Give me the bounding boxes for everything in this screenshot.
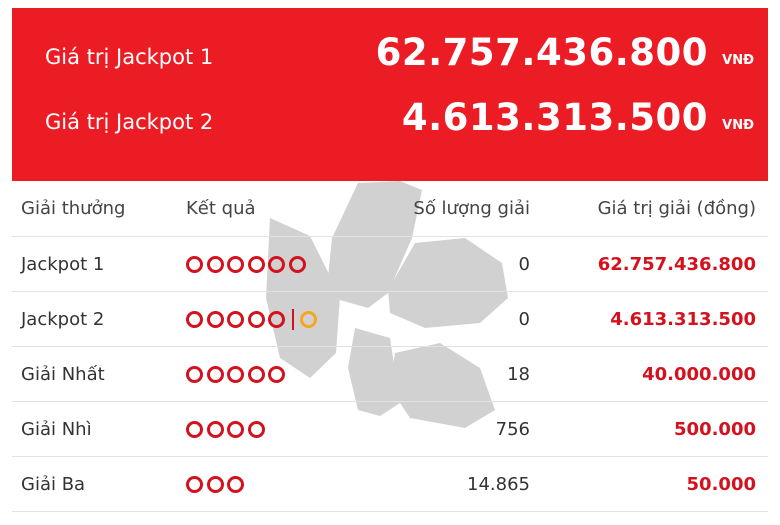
header-count: Số lượng giải	[413, 198, 530, 219]
result-ball-icon	[268, 255, 285, 273]
result-balls	[186, 457, 244, 511]
table-row: Jackpot 1 0 62.757.436.800	[12, 237, 768, 292]
winner-count: 18	[507, 363, 530, 385]
prize-value: 40.000.000	[642, 363, 756, 385]
prize-name: Giải Nhất	[21, 363, 105, 385]
header-prize: Giải thưởng	[21, 198, 126, 219]
prize-name: Jackpot 1	[21, 253, 105, 275]
table-row: Giải Ba 14.865 50.000	[12, 457, 768, 512]
jackpot-1-value: 62.757.436.800	[375, 31, 708, 74]
bonus-separator	[291, 308, 294, 330]
result-ball-icon	[288, 255, 306, 273]
header-value: Giá trị giải (đồng)	[597, 198, 756, 219]
prize-value: 50.000	[686, 473, 756, 495]
jackpot-banner: Giá trị Jackpot 1 62.757.436.800 VNĐ Giá…	[12, 8, 768, 181]
result-ball-icon	[186, 420, 203, 438]
table-header: Giải thưởng Kết quả Số lượng giải Giá tr…	[12, 181, 768, 237]
jackpot-2-unit: VNĐ	[722, 118, 754, 133]
table-row: Giải Nhì 756 500.000	[12, 402, 768, 457]
results-table: Giải thưởng Kết quả Số lượng giải Giá tr…	[12, 181, 768, 512]
result-ball-icon	[268, 365, 285, 383]
jackpot-1-label: Giá trị Jackpot 1	[45, 45, 214, 69]
table-row: Jackpot 2 0 4.613.313.500	[12, 292, 768, 347]
result-ball-icon	[186, 475, 203, 493]
bonus-ball-icon	[300, 310, 317, 328]
result-ball-icon	[186, 255, 203, 273]
result-ball-icon	[227, 255, 244, 273]
result-ball-icon	[227, 420, 244, 438]
result-ball-icon	[206, 310, 224, 328]
jackpot-2-row: Giá trị Jackpot 2 4.613.313.500 VNĐ	[12, 96, 768, 156]
logo-watermark-icon	[266, 181, 508, 428]
winner-count: 756	[495, 418, 530, 440]
prize-value: 500.000	[674, 418, 756, 440]
winner-count: 0	[518, 308, 530, 330]
result-balls	[186, 347, 285, 401]
result-ball-icon	[206, 365, 224, 383]
winner-count: 14.865	[467, 473, 530, 495]
result-ball-icon	[227, 365, 244, 383]
result-balls	[186, 237, 306, 291]
result-ball-icon	[247, 420, 265, 438]
prize-name: Giải Ba	[21, 473, 86, 495]
result-ball-icon	[247, 255, 265, 273]
result-ball-icon	[186, 310, 203, 328]
result-balls	[186, 292, 317, 346]
result-ball-icon	[268, 310, 285, 328]
result-balls	[186, 402, 265, 456]
result-ball-icon	[206, 475, 224, 493]
result-ball-icon	[227, 310, 244, 328]
result-ball-icon	[247, 310, 265, 328]
result-ball-icon	[186, 365, 203, 383]
jackpot-2-label: Giá trị Jackpot 2	[45, 110, 214, 134]
result-ball-icon	[247, 365, 265, 383]
jackpot-1-row: Giá trị Jackpot 1 62.757.436.800 VNĐ	[12, 31, 768, 91]
jackpot-1-unit: VNĐ	[722, 53, 754, 68]
result-ball-icon	[227, 475, 244, 493]
table-row: Giải Nhất 18 40.000.000	[12, 347, 768, 402]
winner-count: 0	[518, 253, 530, 275]
prize-value: 62.757.436.800	[597, 253, 756, 275]
header-result: Kết quả	[186, 198, 256, 219]
prize-name: Giải Nhì	[21, 418, 92, 440]
prize-value: 4.613.313.500	[610, 308, 756, 330]
result-ball-icon	[206, 255, 224, 273]
result-ball-icon	[206, 420, 224, 438]
prize-name: Jackpot 2	[21, 308, 105, 330]
jackpot-2-value: 4.613.313.500	[401, 96, 708, 139]
